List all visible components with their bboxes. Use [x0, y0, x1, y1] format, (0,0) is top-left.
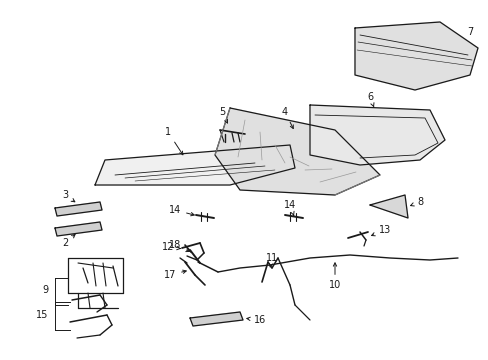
Text: 7: 7	[466, 27, 472, 37]
Text: 2: 2	[62, 234, 75, 248]
Polygon shape	[309, 105, 444, 165]
Text: 8: 8	[410, 197, 422, 207]
Text: 4: 4	[282, 107, 293, 129]
Text: 10: 10	[328, 263, 341, 290]
Text: 14: 14	[284, 200, 296, 216]
Polygon shape	[354, 22, 477, 90]
Text: 18: 18	[168, 240, 189, 252]
Text: 1: 1	[164, 127, 183, 155]
Polygon shape	[95, 145, 294, 185]
Polygon shape	[190, 312, 243, 326]
Text: 11: 11	[265, 253, 278, 267]
Text: 13: 13	[371, 225, 390, 236]
Polygon shape	[369, 195, 407, 218]
Text: 16: 16	[246, 315, 265, 325]
Polygon shape	[55, 202, 102, 216]
Text: 14: 14	[168, 205, 194, 216]
Text: 9: 9	[42, 285, 48, 295]
Text: 3: 3	[62, 190, 75, 202]
Text: 17: 17	[163, 270, 186, 280]
Text: 5: 5	[219, 107, 227, 123]
Text: 6: 6	[366, 92, 373, 107]
Polygon shape	[215, 108, 379, 195]
Text: 12: 12	[162, 242, 180, 252]
Text: 15: 15	[36, 310, 48, 320]
Polygon shape	[55, 222, 102, 236]
